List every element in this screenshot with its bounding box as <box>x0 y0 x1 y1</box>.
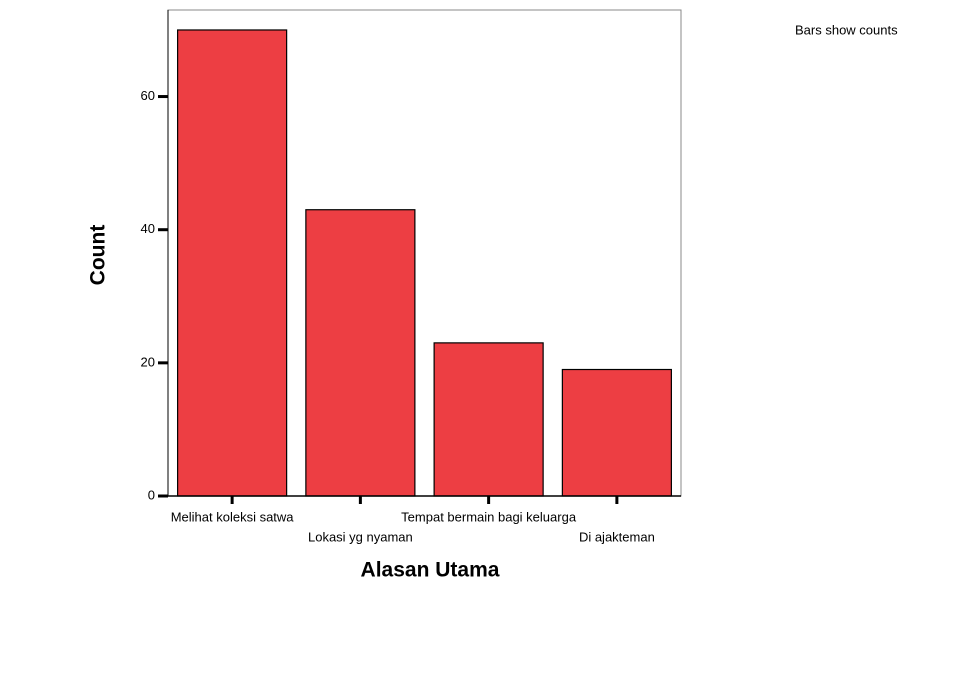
y-tick-label: 60 <box>141 88 155 103</box>
x-tick-label: Melihat koleksi satwa <box>171 509 295 524</box>
x-tick-label: Tempat bermain bagi keluarga <box>401 509 577 524</box>
y-axis-title: Count <box>87 225 110 286</box>
bar <box>434 343 543 496</box>
x-tick-label: Lokasi yg nyaman <box>308 529 413 544</box>
y-tick-label: 20 <box>141 354 155 369</box>
annotation: Bars show counts <box>795 22 898 37</box>
bar <box>306 210 415 496</box>
bar <box>178 30 287 496</box>
page: {"chart_data": {"type": "bar", "x_label"… <box>0 0 964 691</box>
chart: Bars show counts Count Alasan Utama 0 20 4… <box>0 0 964 691</box>
x-tick-label: Di ajakteman <box>579 529 655 544</box>
x-axis-title: Alasan Utama <box>361 559 500 582</box>
bar <box>562 370 671 496</box>
y-tick-label: 40 <box>141 221 155 236</box>
y-tick-label: 0 <box>148 487 155 502</box>
